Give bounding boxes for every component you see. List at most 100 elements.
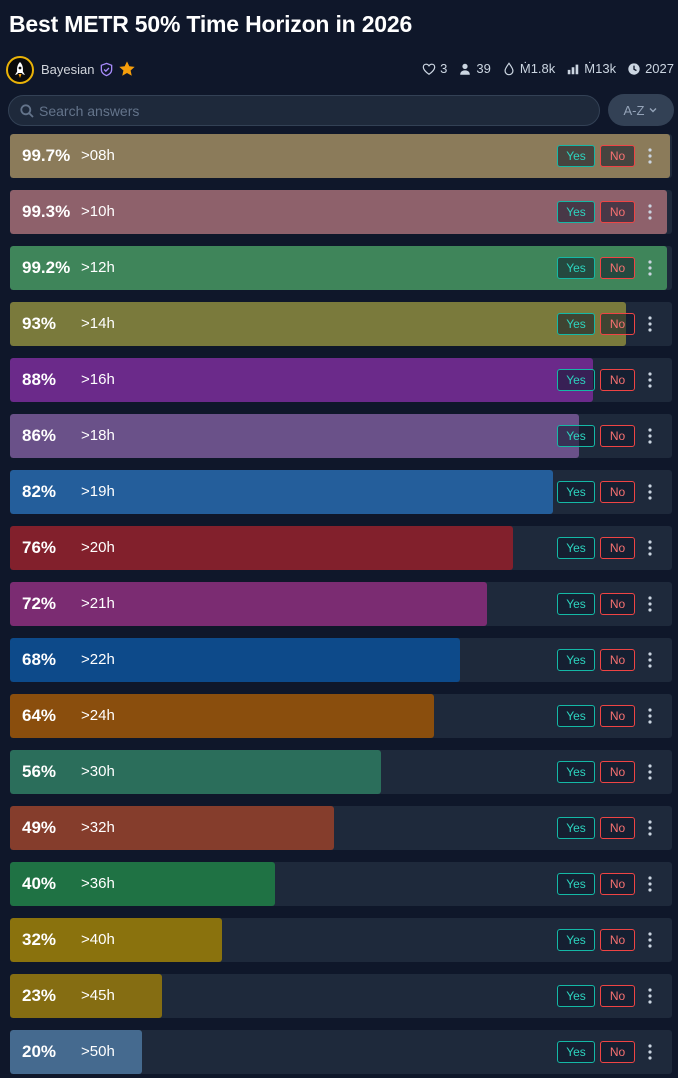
no-button[interactable]: No xyxy=(600,257,635,279)
no-button[interactable]: No xyxy=(600,649,635,671)
probability-bar xyxy=(10,806,334,850)
answer-row[interactable]: 99.3% >10h Yes No xyxy=(10,190,672,234)
probability-bar xyxy=(10,414,579,458)
yes-button[interactable]: Yes xyxy=(557,649,595,671)
more-options-icon[interactable] xyxy=(644,984,656,1008)
yes-button[interactable]: Yes xyxy=(557,369,595,391)
answer-row[interactable]: 23% >45h Yes No xyxy=(10,974,672,1018)
no-button[interactable]: No xyxy=(600,425,635,447)
yes-button[interactable]: Yes xyxy=(557,593,595,615)
answer-row[interactable]: 93% >14h Yes No xyxy=(10,302,672,346)
no-button[interactable]: No xyxy=(600,705,635,727)
liquidity-stat: Ṁ1.8k xyxy=(502,61,555,76)
yes-button[interactable]: Yes xyxy=(557,425,595,447)
avatar[interactable] xyxy=(6,56,34,84)
more-options-icon[interactable] xyxy=(644,704,656,728)
more-options-icon[interactable] xyxy=(644,144,656,168)
answer-row[interactable]: 76% >20h Yes No xyxy=(10,526,672,570)
answer-row[interactable]: 99.7% >08h Yes No xyxy=(10,134,672,178)
more-options-icon[interactable] xyxy=(644,648,656,672)
more-options-icon[interactable] xyxy=(644,816,656,840)
more-options-icon[interactable] xyxy=(644,200,656,224)
answer-label: >50h xyxy=(81,1043,115,1060)
yes-button[interactable]: Yes xyxy=(557,1041,595,1063)
answer-label: >22h xyxy=(81,651,115,668)
answer-row[interactable]: 40% >36h Yes No xyxy=(10,862,672,906)
yes-button[interactable]: Yes xyxy=(557,201,595,223)
more-options-icon[interactable] xyxy=(644,256,656,280)
no-button[interactable]: No xyxy=(600,481,635,503)
answer-label: >19h xyxy=(81,483,115,500)
traders-count: 39 xyxy=(476,61,491,76)
probability-bar xyxy=(10,974,162,1018)
yes-button[interactable]: Yes xyxy=(557,481,595,503)
no-button[interactable]: No xyxy=(600,985,635,1007)
answer-row[interactable]: 32% >40h Yes No xyxy=(10,918,672,962)
answer-row[interactable]: 68% >22h Yes No xyxy=(10,638,672,682)
yes-button[interactable]: Yes xyxy=(557,873,595,895)
likes-stat[interactable]: 3 xyxy=(422,61,447,76)
sort-dropdown[interactable]: A-Z xyxy=(608,94,674,126)
no-button[interactable]: No xyxy=(600,201,635,223)
answer-probability: 68% xyxy=(22,650,57,669)
no-button[interactable]: No xyxy=(600,761,635,783)
answer-label: >12h xyxy=(81,259,115,276)
probability-bar xyxy=(10,918,222,962)
no-button[interactable]: No xyxy=(600,537,635,559)
no-button[interactable]: No xyxy=(600,593,635,615)
yes-button[interactable]: Yes xyxy=(557,985,595,1007)
more-options-icon[interactable] xyxy=(644,480,656,504)
yes-button[interactable]: Yes xyxy=(557,817,595,839)
no-button[interactable]: No xyxy=(600,313,635,335)
answer-label: >45h xyxy=(81,987,115,1004)
answer-row[interactable]: 64% >24h Yes No xyxy=(10,694,672,738)
answer-probability: 72% xyxy=(22,594,57,613)
more-options-icon[interactable] xyxy=(644,312,656,336)
search-input[interactable] xyxy=(39,101,589,121)
no-button[interactable]: No xyxy=(600,929,635,951)
close-year: 2027 xyxy=(645,61,674,76)
more-options-icon[interactable] xyxy=(644,872,656,896)
probability-bar xyxy=(10,638,460,682)
yes-button[interactable]: Yes xyxy=(557,929,595,951)
more-options-icon[interactable] xyxy=(644,1040,656,1064)
droplet-icon xyxy=(504,61,514,75)
answer-row[interactable]: 88% >16h Yes No xyxy=(10,358,672,402)
answer-probability: 82% xyxy=(22,482,57,501)
answer-row[interactable]: 49% >32h Yes No xyxy=(10,806,672,850)
no-button[interactable]: No xyxy=(600,873,635,895)
no-button[interactable]: No xyxy=(600,145,635,167)
market-title: Best METR 50% Time Horizon in 2026 xyxy=(9,11,413,37)
no-button[interactable]: No xyxy=(600,369,635,391)
answer-row[interactable]: 20% >50h Yes No xyxy=(10,1030,672,1074)
more-options-icon[interactable] xyxy=(644,592,656,616)
answer-row[interactable]: 72% >21h Yes No xyxy=(10,582,672,626)
more-options-icon[interactable] xyxy=(644,536,656,560)
shield-check-icon xyxy=(100,62,113,77)
yes-button[interactable]: Yes xyxy=(557,145,595,167)
more-options-icon[interactable] xyxy=(644,760,656,784)
author-name[interactable]: Bayesian xyxy=(41,62,95,77)
probability-bar xyxy=(10,470,553,514)
more-options-icon[interactable] xyxy=(644,928,656,952)
more-options-icon[interactable] xyxy=(644,424,656,448)
answer-row[interactable]: 99.2% >12h Yes No xyxy=(10,246,672,290)
more-options-icon[interactable] xyxy=(644,368,656,392)
answer-label: >08h xyxy=(81,147,115,164)
yes-button[interactable]: Yes xyxy=(557,257,595,279)
answer-row[interactable]: 82% >19h Yes No xyxy=(10,470,672,514)
yes-button[interactable]: Yes xyxy=(557,761,595,783)
answer-row[interactable]: 86% >18h Yes No xyxy=(10,414,672,458)
user-icon xyxy=(460,63,471,75)
answer-row[interactable]: 56% >30h Yes No xyxy=(10,750,672,794)
answer-label: >24h xyxy=(81,707,115,724)
answer-probability: 20% xyxy=(22,1042,57,1061)
yes-button[interactable]: Yes xyxy=(557,537,595,559)
no-button[interactable]: No xyxy=(600,1041,635,1063)
likes-count: 3 xyxy=(440,61,448,76)
yes-button[interactable]: Yes xyxy=(557,705,595,727)
probability-bar xyxy=(10,694,434,738)
yes-button[interactable]: Yes xyxy=(557,313,595,335)
no-button[interactable]: No xyxy=(600,817,635,839)
